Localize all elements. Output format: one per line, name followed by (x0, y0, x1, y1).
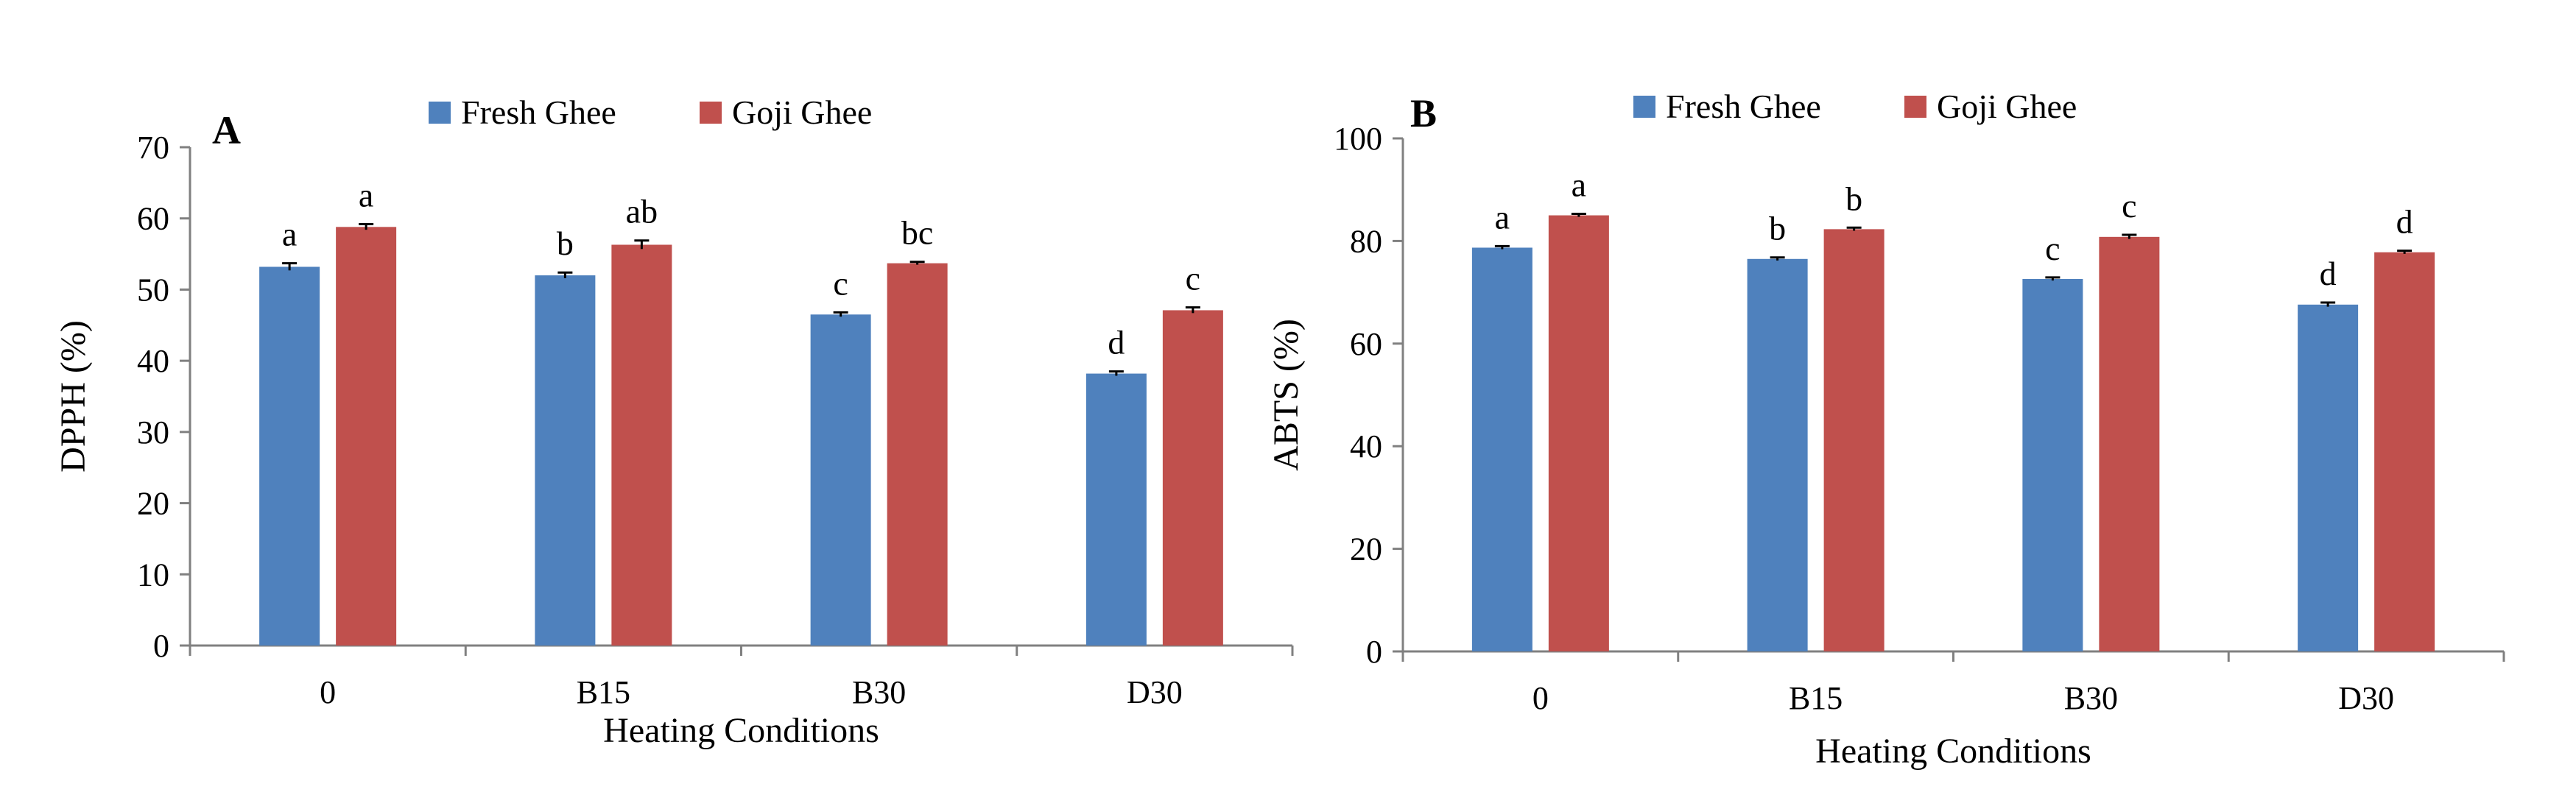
bar (1085, 373, 1147, 646)
significance-letter: c (2122, 187, 2136, 225)
x-tick-label: D30 (2338, 680, 2394, 716)
y-tick-label: 100 (1334, 121, 1382, 157)
panel-label: A (212, 108, 241, 152)
significance-letter: d (1108, 324, 1125, 361)
legend-swatch (700, 102, 722, 124)
x-axis-title: Heating Conditions (603, 711, 879, 750)
y-tick-label: 60 (1350, 326, 1382, 362)
x-tick-label: 0 (320, 674, 336, 710)
significance-letter: b (557, 225, 574, 262)
bar (1471, 247, 1532, 651)
y-tick-label: 20 (137, 486, 169, 522)
bar (887, 263, 948, 646)
legend-swatch (429, 102, 451, 124)
legend-label: Fresh Ghee (1666, 88, 1821, 125)
significance-letter: c (1186, 260, 1200, 297)
y-tick-label: 20 (1350, 531, 1382, 568)
y-axis-title: ABTS (%) (1267, 319, 1306, 471)
significance-letter: bc (901, 214, 933, 252)
legend-swatch (1904, 96, 1926, 118)
significance-letter: b (1769, 210, 1786, 247)
x-tick-label: B15 (1789, 680, 1843, 716)
bar (2099, 236, 2160, 652)
bar (1162, 310, 1223, 646)
panel-b: B 0 20 40 60 80 100 0 B15 B30 D30 a b c d a b c d ABTS (%) H… (1267, 88, 2505, 771)
bar (611, 244, 672, 646)
significance-letter: a (282, 216, 297, 253)
y-tick-label: 10 (137, 556, 169, 593)
bar (1548, 215, 1609, 651)
y-axis-title: DPPH (%) (54, 320, 93, 473)
bar (1823, 229, 1885, 651)
panel-label: B (1410, 91, 1437, 135)
bar (1747, 258, 1808, 651)
legend-swatch (1633, 96, 1655, 118)
bar (336, 227, 397, 646)
significance-letter: d (2320, 255, 2337, 292)
x-tick-label: D30 (1127, 674, 1183, 710)
significance-letter: a (1572, 166, 1586, 203)
x-tick-label: 0 (1532, 680, 1549, 716)
x-tick-label: B15 (577, 674, 630, 710)
x-tick-label: B30 (852, 674, 906, 710)
bar (259, 266, 320, 646)
significance-letter: a (1495, 198, 1510, 236)
y-tick-label: 50 (137, 272, 169, 308)
x-tick-label: B30 (2064, 680, 2118, 716)
legend-label: Fresh Ghee (461, 93, 616, 131)
y-tick-label: 0 (153, 628, 169, 664)
bar (2374, 252, 2435, 651)
y-tick-label: 80 (1350, 223, 1382, 259)
bar (535, 275, 596, 646)
significance-letter: c (2045, 230, 2060, 267)
bar (810, 314, 871, 646)
significance-letter: ab (626, 193, 658, 230)
significance-letter: b (1845, 180, 1862, 217)
legend-label: Goji Ghee (732, 93, 872, 131)
y-tick-label: 60 (137, 201, 169, 237)
significance-letter: c (833, 264, 848, 302)
y-tick-label: 70 (137, 130, 169, 166)
y-tick-label: 30 (137, 414, 169, 450)
y-tick-label: 40 (137, 343, 169, 379)
y-tick-label: 40 (1350, 428, 1382, 464)
y-tick-label: 0 (1366, 634, 1382, 670)
significance-letter: a (359, 176, 373, 213)
legend-label: Goji Ghee (1937, 88, 2077, 125)
bar (2022, 278, 2083, 651)
x-axis-title: Heating Conditions (1815, 732, 2091, 771)
bar (2298, 304, 2359, 651)
significance-letter: d (2396, 203, 2413, 241)
